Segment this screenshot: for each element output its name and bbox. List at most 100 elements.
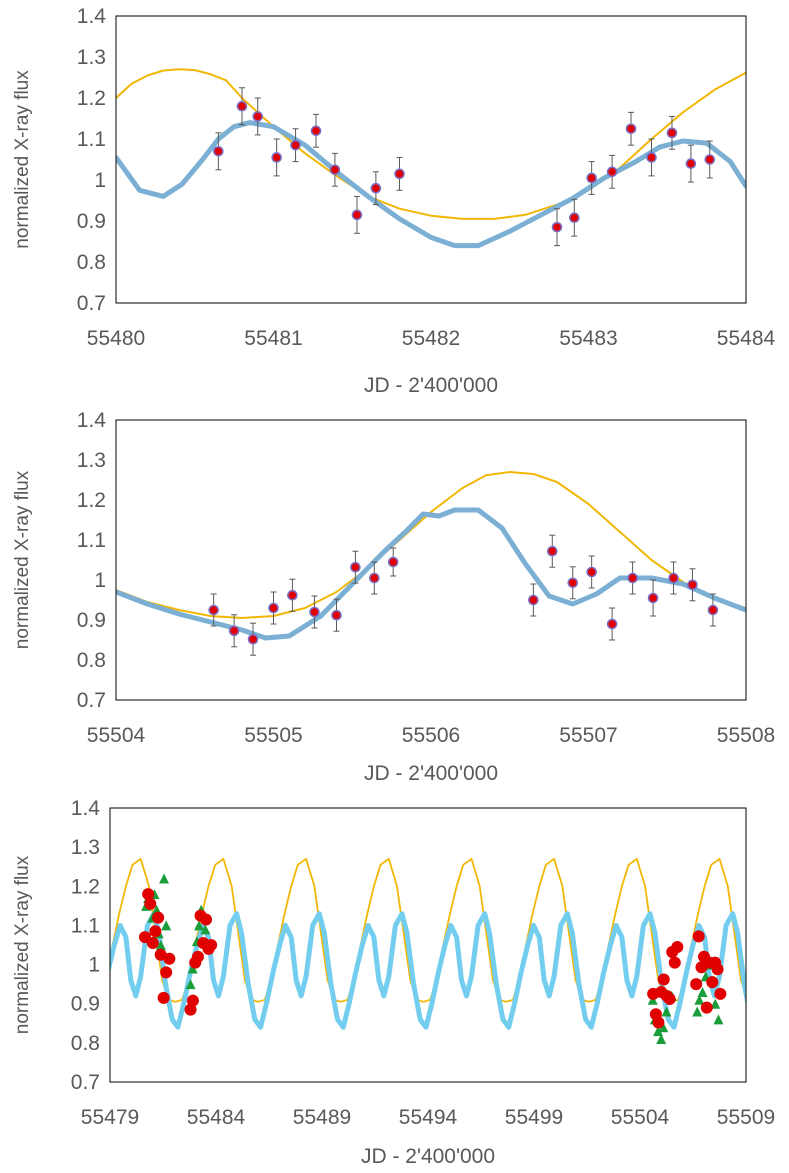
data-marker — [370, 182, 382, 194]
data-point — [287, 578, 298, 612]
y-tick-label: 1.3 — [77, 46, 106, 69]
x-tick-label: 55509 — [717, 1106, 775, 1129]
y-tick-label: 1.1 — [71, 914, 100, 937]
data-point — [387, 547, 399, 577]
data-point — [567, 566, 579, 600]
data-marker — [287, 589, 298, 601]
triangle-marker — [194, 920, 205, 931]
data-marker — [687, 579, 698, 591]
data-marker — [646, 152, 657, 163]
circle-marker — [163, 952, 176, 965]
x-tick-label: 55505 — [244, 724, 302, 747]
y-axis-label: normalized X-ray flux — [12, 855, 33, 1034]
data-point — [704, 140, 716, 179]
x-tick-label: 55504 — [611, 1106, 670, 1129]
model-curve-blue — [116, 507, 746, 641]
triangle-marker — [159, 873, 170, 884]
data-marker — [666, 127, 678, 139]
data-point — [236, 87, 248, 126]
y-tick-label: 0.9 — [71, 993, 100, 1016]
y-tick-label: 1 — [94, 169, 106, 192]
y-tick-label: 0.8 — [77, 649, 106, 672]
plot-area — [116, 471, 746, 641]
data-marker — [368, 572, 380, 584]
y-tick-label: 0.7 — [77, 689, 106, 712]
data-marker — [606, 618, 618, 630]
triangle-marker — [713, 1014, 724, 1025]
triangle-marker — [661, 1006, 672, 1017]
data-point — [350, 550, 361, 584]
data-point — [586, 161, 597, 195]
data-point — [268, 591, 279, 625]
model-curve-yellow — [116, 471, 746, 619]
triangle-marker — [656, 1033, 667, 1044]
model-curve-blue — [116, 120, 746, 249]
x-tick-label: 55484 — [717, 327, 776, 350]
y-tick-label: 0.7 — [77, 292, 106, 315]
chart-panel-1: 0.7 0.8 0.9 1 1.1 1.2 1.3 1.4 55480 55481 55482 554… — [12, 5, 776, 397]
data-marker — [310, 125, 322, 137]
circle-marker — [690, 978, 703, 991]
data-marker — [586, 172, 597, 184]
x-tick-label: 55507 — [559, 724, 617, 747]
data-point — [228, 614, 240, 648]
circle-marker — [144, 897, 157, 910]
data-marker — [606, 166, 618, 178]
triangle-marker — [653, 1026, 664, 1037]
data-marker — [627, 572, 638, 584]
circle-marker — [700, 1001, 713, 1014]
triangle-marker — [658, 1022, 669, 1033]
chart-panel-3: 0.7 0.8 0.9 1 1.1 1.2 1.3 1.4 55479 55484 55489 554… — [12, 797, 775, 1168]
circle-marker — [149, 925, 162, 938]
data-marker — [394, 168, 405, 180]
data-marker — [290, 139, 301, 151]
circle-marker — [714, 987, 727, 1000]
data-marker — [528, 594, 539, 606]
x-tick-label: 55481 — [244, 327, 302, 350]
data-marker — [567, 577, 579, 589]
data-point — [546, 534, 558, 568]
data-marker — [236, 100, 248, 112]
x-axis-label: JD - 2'400'000 — [364, 374, 498, 397]
data-point — [310, 113, 322, 148]
circle-marker — [205, 939, 218, 951]
data-marker — [586, 566, 597, 578]
y-tick-label: 1.1 — [77, 128, 106, 151]
data-marker — [309, 606, 320, 618]
data-marker — [331, 609, 342, 621]
circle-marker — [657, 973, 670, 986]
data-marker — [704, 154, 716, 165]
triangle-marker — [185, 979, 196, 990]
data-point — [685, 144, 697, 183]
y-tick-label: 1 — [94, 569, 106, 592]
y-tick-label: 1.4 — [71, 797, 101, 820]
plot-frame — [115, 15, 747, 304]
triangle-marker — [200, 924, 211, 935]
plot-frame — [115, 419, 747, 701]
circle-marker — [152, 911, 165, 924]
y-tick-label: 1.2 — [77, 489, 106, 512]
y-tick-label: 1.3 — [77, 449, 106, 472]
triangle-marker — [155, 940, 166, 950]
plot-frame — [109, 807, 747, 1083]
circle-marker — [671, 940, 684, 953]
x-tick-label: 55494 — [399, 1106, 458, 1129]
data-marker — [228, 625, 240, 637]
data-point — [208, 593, 219, 627]
data-point — [247, 622, 259, 656]
y-tick-label: 0.8 — [77, 251, 106, 274]
circle-marker — [160, 966, 173, 979]
data-marker — [350, 561, 361, 573]
model-curve-blue — [110, 911, 746, 1030]
triangle-marker — [187, 963, 198, 974]
data-point — [647, 579, 659, 617]
data-marker — [387, 556, 399, 568]
data-point — [668, 561, 679, 595]
data-marker — [551, 221, 563, 233]
circle-marker — [668, 956, 681, 969]
x-tick-label: 55499 — [505, 1106, 563, 1129]
circle-marker — [186, 994, 199, 1007]
circle-marker — [663, 993, 676, 1006]
data-point — [551, 208, 563, 247]
